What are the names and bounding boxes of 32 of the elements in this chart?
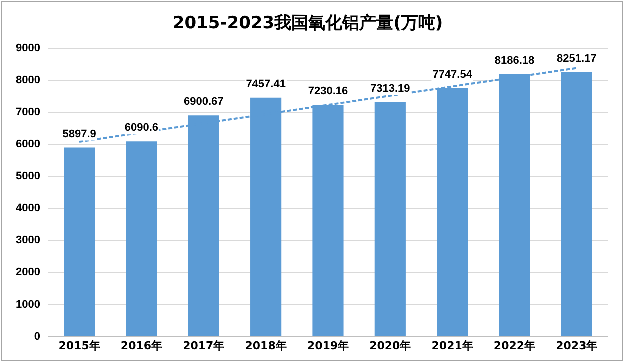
data-label: 6900.67	[184, 96, 224, 108]
x-tick-label: 2020年	[370, 339, 412, 352]
x-tick-label: 2019年	[307, 339, 350, 352]
x-tick-label: 2015年	[58, 339, 100, 352]
bar	[126, 142, 158, 336]
y-tick-label: 6000	[16, 138, 40, 151]
data-label: 8251.17	[557, 52, 597, 65]
x-tick-label: 2017年	[183, 339, 225, 352]
data-label: 7313.19	[370, 82, 410, 95]
y-tick-label: 4000	[16, 202, 40, 215]
data-label: 7747.54	[432, 69, 474, 82]
x-tick-label: 2022年	[494, 339, 536, 352]
y-tick-label: 0	[34, 330, 40, 343]
data-label: 6090.6	[124, 122, 159, 134]
data-label: 8186.18	[494, 55, 535, 68]
chart-title: 2015-2023我国氧化铝产量(万吨)	[172, 14, 444, 34]
y-tick-label: 5000	[16, 170, 40, 183]
x-tick-label: 2016年	[120, 339, 163, 352]
y-tick-label: 3000	[16, 234, 40, 247]
data-label: 7457.41	[246, 78, 286, 90]
y-tick-label: 7000	[16, 106, 40, 119]
y-tick-label: 2000	[16, 266, 40, 279]
y-tick-label: 8000	[16, 74, 40, 86]
y-tick-label: 1000	[16, 298, 40, 311]
data-label: 7230.16	[308, 86, 348, 98]
x-tick-label: 2023年	[556, 339, 598, 352]
data-label: 5897.9	[62, 128, 96, 140]
x-tick-label: 2018年	[245, 339, 287, 352]
bar	[64, 148, 96, 336]
x-tick-label: 2021年	[432, 339, 474, 352]
y-tick-label: 9000	[16, 42, 40, 54]
bar	[374, 102, 406, 336]
